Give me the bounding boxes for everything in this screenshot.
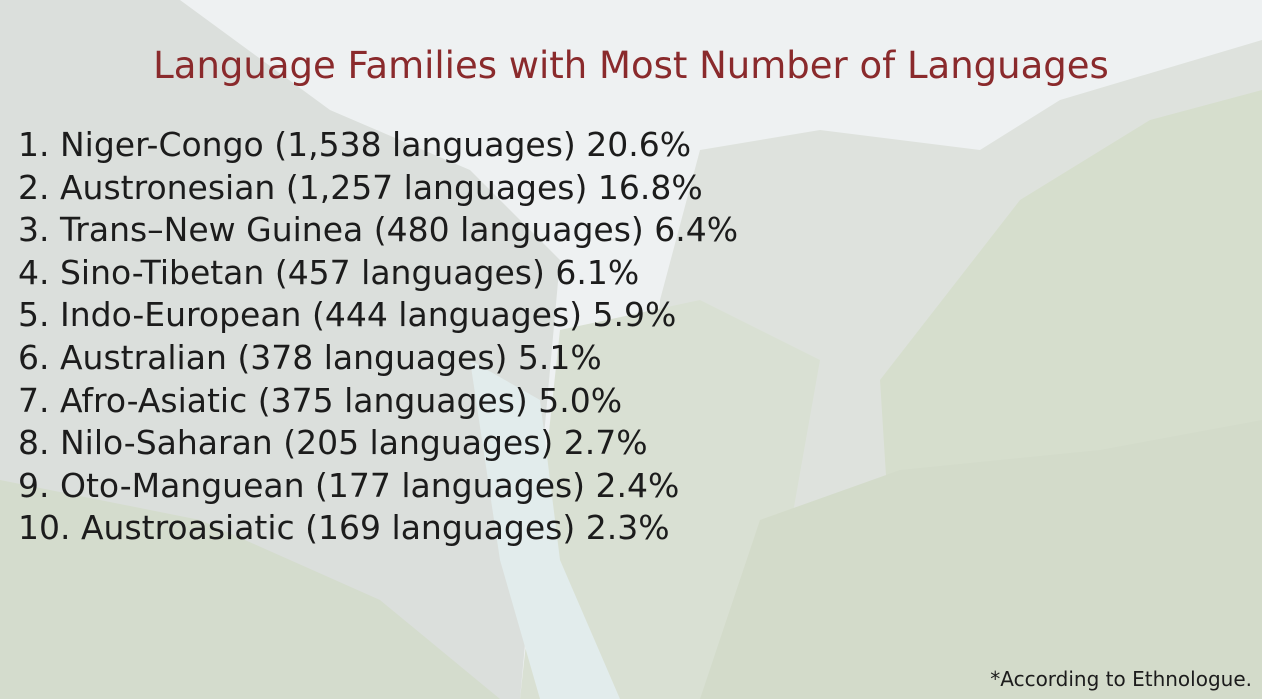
list-item: 7. Afro-Asiatic (375 languages) 5.0%: [18, 380, 623, 420]
list-item: 1. Niger-Congo (1,538 languages) 20.6%: [18, 125, 692, 164]
list-item: 8. Nilo-Saharan (205 languages) 2.7%: [18, 423, 648, 463]
list-item: 6. Australian (378 languages) 5.1%: [18, 337, 602, 377]
list-item: 9. Oto-Manguean (177 languages) 2.4%: [18, 465, 680, 505]
list-item: 4. Sino-Tibetan (457 languages) 6.1%: [18, 252, 640, 292]
list-item: 10. Austroasiatic (169 languages) 2.3%: [18, 508, 670, 548]
slide-title: Language Families with Most Number of La…: [153, 44, 1109, 87]
list-item: 2. Austronesian (1,257 languages) 16.8%: [18, 167, 703, 207]
list-item: 3. Trans–New Guinea (480 languages) 6.4%: [18, 210, 739, 250]
ranked-list: 1. Niger-Congo (1,538 languages) 20.6% 2.…: [18, 124, 738, 550]
list-item: 5. Indo-European (444 languages) 5.9%: [18, 295, 677, 335]
footnote: *According to Ethnologue.: [990, 667, 1252, 691]
